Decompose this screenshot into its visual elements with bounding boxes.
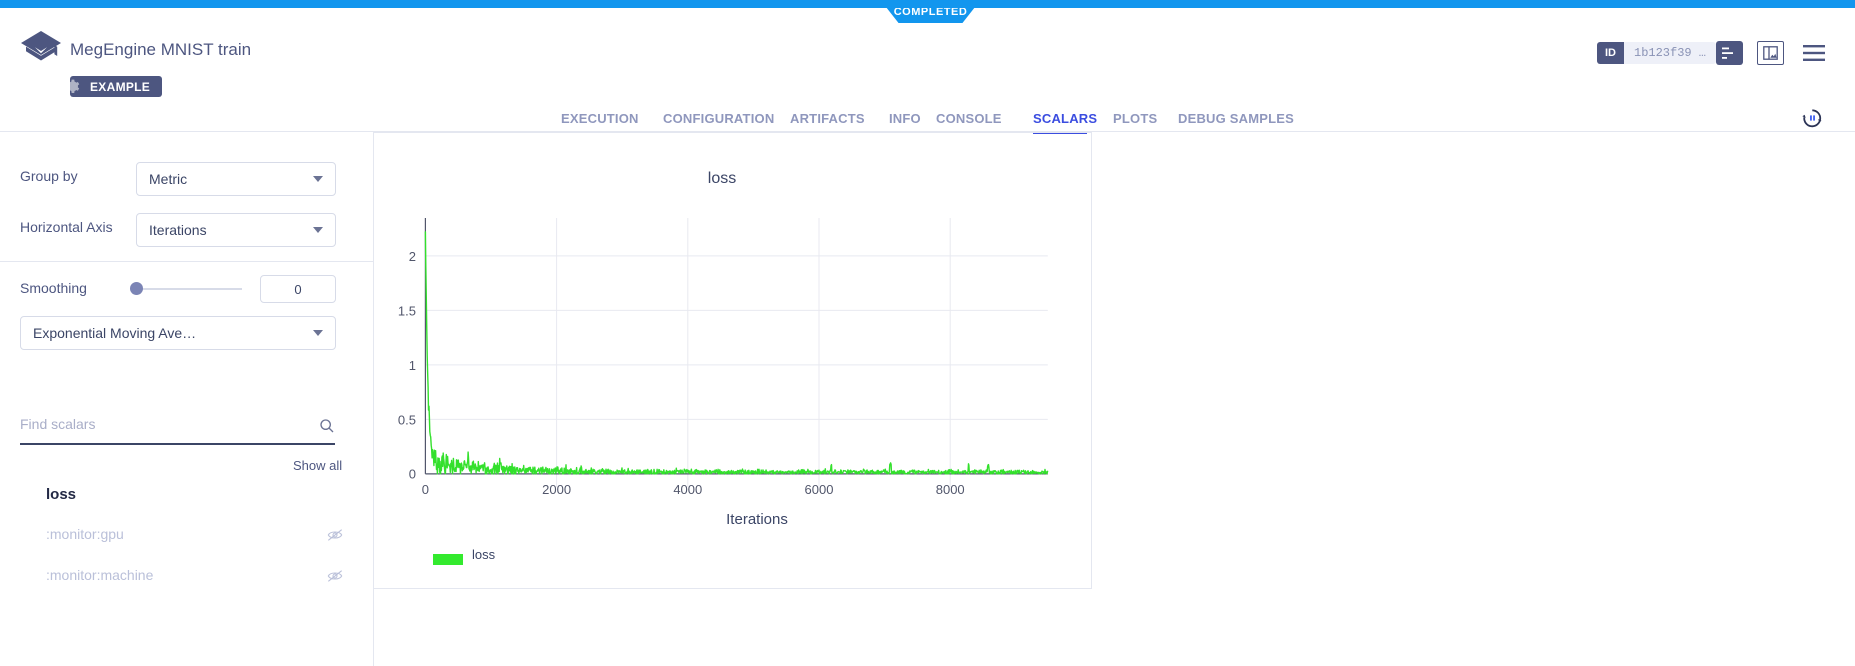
svg-text:0.5: 0.5 (398, 412, 416, 427)
svg-text:1: 1 (409, 358, 416, 373)
svg-text:4000: 4000 (673, 482, 702, 497)
svg-text:2000: 2000 (542, 482, 571, 497)
svg-text:Iterations: Iterations (726, 511, 788, 528)
svg-text:2: 2 (409, 249, 416, 264)
svg-text:0: 0 (409, 466, 416, 481)
svg-text:loss: loss (708, 170, 736, 187)
svg-text:6000: 6000 (805, 482, 834, 497)
svg-text:8000: 8000 (936, 482, 965, 497)
svg-text:0: 0 (422, 482, 429, 497)
svg-text:1.5: 1.5 (398, 303, 416, 318)
